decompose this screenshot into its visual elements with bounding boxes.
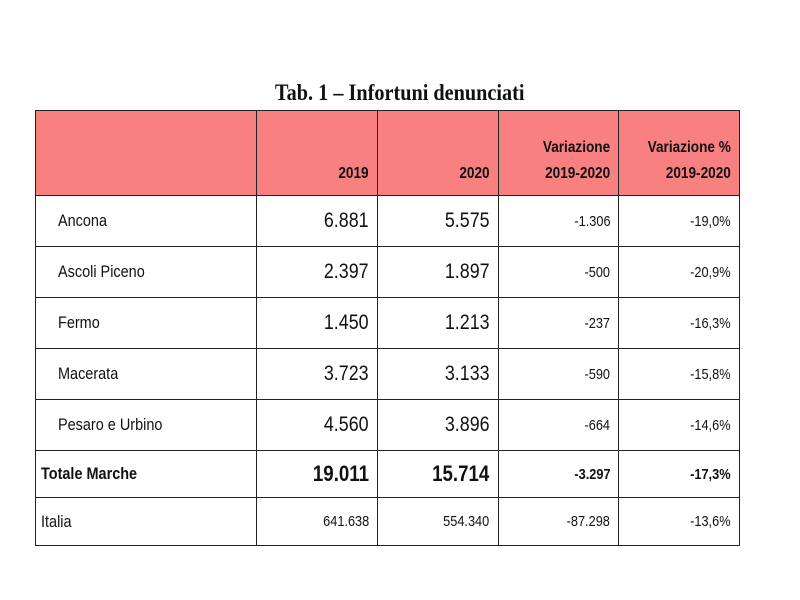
cell-text: 3.896 bbox=[444, 413, 490, 436]
header-variazione-percent: Variazione % 2019-2020 bbox=[618, 110, 740, 196]
cell-text: Italia bbox=[41, 511, 72, 531]
cell-text: 2.397 bbox=[324, 260, 369, 283]
cell-text: 3.133 bbox=[444, 362, 490, 385]
cell-text: 554.340 bbox=[443, 513, 490, 530]
table-row: Ascoli Piceno 2.397 1.897 -500 -20,9% bbox=[35, 246, 740, 298]
cell-text: -20,9% bbox=[690, 263, 731, 281]
cell-varp: -13,6% bbox=[618, 497, 740, 546]
cell-text: -1.306 bbox=[574, 212, 611, 230]
cell-name: Macerata bbox=[35, 348, 257, 400]
cell-var: -500 bbox=[497, 246, 620, 298]
cell-text: 4.560 bbox=[324, 413, 369, 436]
cell-var: -1.306 bbox=[497, 195, 620, 247]
cell-v2020: 1.213 bbox=[376, 297, 499, 349]
cell-var: -664 bbox=[497, 399, 620, 451]
cell-v2020: 3.896 bbox=[376, 399, 499, 451]
header-label: 2019 bbox=[338, 165, 369, 182]
cell-text: -664 bbox=[584, 416, 611, 434]
table-row: Pesaro e Urbino 4.560 3.896 -664 -14,6% bbox=[35, 399, 740, 451]
cell-v2020: 1.897 bbox=[376, 246, 499, 298]
cell-varp: -17,3% bbox=[618, 450, 740, 498]
cell-name: Fermo bbox=[35, 297, 257, 349]
cell-text: Ancona bbox=[58, 211, 108, 230]
cell-text: 1.213 bbox=[444, 311, 490, 334]
cell-text: 5.575 bbox=[444, 209, 490, 232]
cell-v2020: 5.575 bbox=[376, 195, 499, 247]
cell-text: 1.897 bbox=[444, 260, 490, 283]
cell-v2020: 15.714 bbox=[376, 450, 499, 498]
cell-varp: -16,3% bbox=[618, 297, 740, 349]
cell-v2020: 3.133 bbox=[376, 348, 499, 400]
cell-text: -14,6% bbox=[690, 416, 731, 434]
cell-text: Macerata bbox=[58, 364, 119, 383]
cell-name: Ancona bbox=[35, 195, 257, 247]
cell-name: Ascoli Piceno bbox=[35, 246, 257, 298]
header-2020: 2020 bbox=[376, 110, 499, 196]
cell-var: -237 bbox=[497, 297, 620, 349]
injuries-table: 2019 2020 Variazione 2019-2020 Variazione %… bbox=[35, 110, 740, 546]
header-2019: 2019 bbox=[256, 110, 378, 196]
total-row: Totale Marche 19.011 15.714 -3.297 -17,3% bbox=[35, 450, 740, 498]
cell-text: -590 bbox=[584, 365, 611, 383]
cell-var: -87.298 bbox=[497, 497, 620, 546]
header-row: 2019 2020 Variazione 2019-2020 Variazione %… bbox=[35, 110, 740, 196]
cell-v2020: 554.340 bbox=[376, 497, 499, 546]
cell-v2019: 1.450 bbox=[256, 297, 378, 349]
cell-name: Italia bbox=[35, 497, 257, 546]
cell-text: -500 bbox=[584, 263, 611, 281]
cell-text: 6.881 bbox=[324, 209, 369, 232]
table-title-text: Tab. 1 – Infortuni denunciati bbox=[275, 80, 525, 105]
cell-text: -13,6% bbox=[690, 513, 731, 530]
cell-v2019: 2.397 bbox=[256, 246, 378, 298]
cell-text: -237 bbox=[584, 314, 611, 332]
cell-text: 641.638 bbox=[322, 513, 369, 530]
cell-text: 1.450 bbox=[324, 311, 369, 334]
cell-var: -590 bbox=[497, 348, 620, 400]
cell-v2019: 3.723 bbox=[256, 348, 378, 400]
cell-varp: -15,8% bbox=[618, 348, 740, 400]
header-label: Variazione 2019-2020 bbox=[542, 139, 611, 182]
cell-varp: -14,6% bbox=[618, 399, 740, 451]
italia-row: Italia 641.638 554.340 -87.298 -13,6% bbox=[35, 497, 740, 546]
cell-name: Pesaro e Urbino bbox=[35, 399, 257, 451]
cell-text: Fermo bbox=[58, 313, 100, 332]
cell-text: -17,3% bbox=[690, 465, 731, 483]
cell-text: 19.011 bbox=[312, 461, 369, 486]
cell-v2019: 641.638 bbox=[256, 497, 378, 546]
cell-text: -87.298 bbox=[567, 513, 611, 530]
table-row: Macerata 3.723 3.133 -590 -15,8% bbox=[35, 348, 740, 400]
cell-v2019: 4.560 bbox=[256, 399, 378, 451]
cell-text: 15.714 bbox=[432, 461, 490, 486]
header-label: 2020 bbox=[459, 165, 490, 182]
cell-v2019: 6.881 bbox=[256, 195, 378, 247]
cell-text: -19,0% bbox=[690, 212, 731, 230]
table-row: Fermo 1.450 1.213 -237 -16,3% bbox=[35, 297, 740, 349]
header-variazione: Variazione 2019-2020 bbox=[497, 110, 620, 196]
cell-text: Ascoli Piceno bbox=[58, 262, 145, 281]
cell-text: 3.723 bbox=[324, 362, 369, 385]
cell-name: Totale Marche bbox=[35, 450, 257, 498]
cell-v2019: 19.011 bbox=[256, 450, 378, 498]
header-label: Variazione % 2019-2020 bbox=[647, 139, 731, 182]
cell-varp: -20,9% bbox=[618, 246, 740, 298]
cell-text: Pesaro e Urbino bbox=[58, 415, 163, 434]
header-province bbox=[35, 110, 257, 196]
cell-text: -3.297 bbox=[574, 465, 611, 483]
table-row: Ancona 6.881 5.575 -1.306 -19,0% bbox=[35, 195, 740, 247]
table-title: Tab. 1 – Infortuni denunciati bbox=[0, 80, 800, 106]
cell-text: -15,8% bbox=[690, 365, 731, 383]
cell-varp: -19,0% bbox=[618, 195, 740, 247]
cell-text: -16,3% bbox=[690, 314, 731, 332]
cell-text: Totale Marche bbox=[41, 464, 138, 483]
cell-var: -3.297 bbox=[497, 450, 620, 498]
